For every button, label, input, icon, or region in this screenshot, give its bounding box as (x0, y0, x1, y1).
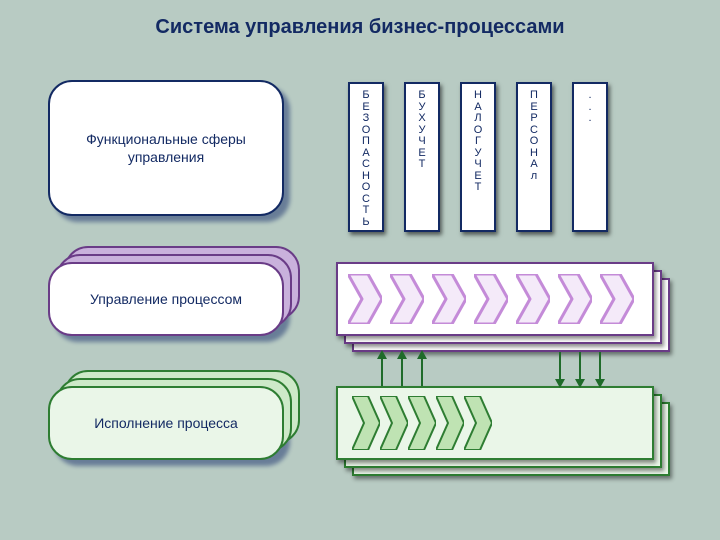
card-process-management: Управление процессом (48, 262, 284, 336)
diagram-canvas: Система управления бизнес-процессами Фун… (0, 0, 720, 540)
execution-panel-chevron (408, 396, 436, 455)
arrowhead-down-icon (555, 379, 565, 388)
execution-panel-chevron (380, 396, 408, 455)
arrowhead-down-icon (575, 379, 585, 388)
management-panel (336, 262, 670, 352)
execution-panel-chevron (436, 396, 464, 455)
management-panel-chevron (390, 274, 424, 329)
card-process-execution: Исполнение процесса (48, 386, 284, 460)
management-panel-chevron (474, 274, 508, 329)
execution-panel-chevron (464, 396, 492, 455)
domain-accounting: БУХУЧЕТ (404, 82, 440, 232)
arrowhead-up-icon (397, 350, 407, 359)
domain-more: ... (572, 82, 608, 232)
card-functional-spheres: Функциональные сферы управления (48, 80, 284, 216)
arrowhead-up-icon (417, 350, 427, 359)
domain-personnel: ПЕРСОНАл (516, 82, 552, 232)
card-label: Исполнение процесса (48, 386, 284, 460)
management-panel-chevron (348, 274, 382, 329)
execution-panel (336, 386, 670, 476)
card-label: Функциональные сферы управления (48, 80, 284, 216)
management-panel-chevron (516, 274, 550, 329)
page-title: Система управления бизнес-процессами (0, 16, 720, 39)
management-panel-chevron (432, 274, 466, 329)
execution-panel-chevron (352, 396, 380, 455)
arrowhead-down-icon (595, 379, 605, 388)
card-label: Управление процессом (48, 262, 284, 336)
domain-security: БЕЗОПАСНОСТЬ (348, 82, 384, 232)
arrowhead-up-icon (377, 350, 387, 359)
management-panel-chevron (558, 274, 592, 329)
domain-tax: НАЛОГУЧЕТ (460, 82, 496, 232)
management-panel-chevron (600, 274, 634, 329)
